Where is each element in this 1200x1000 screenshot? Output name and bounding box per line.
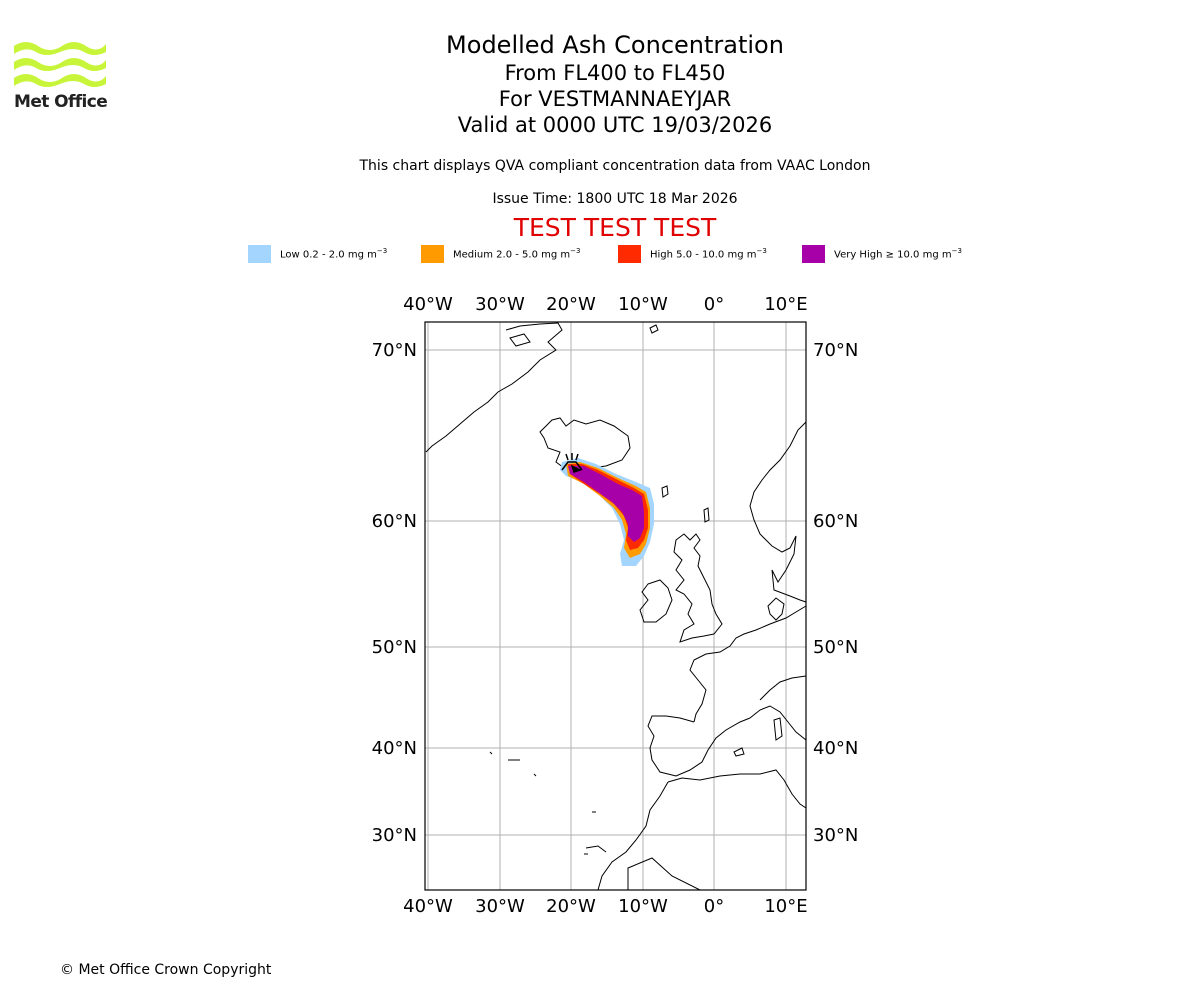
lat-labels-right: 70°N 60°N 50°N 40°N 30°N [813, 340, 858, 846]
legend-swatch-medium [421, 245, 444, 263]
lat-label: 70°N [372, 340, 417, 361]
lon-label: 10°W [618, 294, 668, 315]
met-office-logo-icon [14, 42, 106, 87]
issue-time: Issue Time: 1800 UTC 18 Mar 2026 [492, 191, 738, 207]
lat-label: 50°N [813, 637, 858, 658]
lon-label: 10°E [764, 294, 807, 315]
lat-label: 40°N [372, 738, 417, 759]
logo-text: Met Office [14, 92, 108, 112]
map-gridlines [425, 322, 806, 890]
ash-layer-very-high [568, 466, 644, 542]
title-line-3: For VESTMANNAEYJAR [498, 87, 732, 111]
map-frame [424, 321, 807, 891]
legend-swatch-very-high [802, 245, 825, 263]
lon-label: 30°W [475, 896, 525, 917]
lat-label: 30°N [813, 825, 858, 846]
lat-label: 40°N [813, 738, 858, 759]
lon-label: 10°W [618, 896, 668, 917]
lon-label: 0° [704, 294, 724, 315]
ash-plume [560, 458, 654, 566]
title-line-2: From FL400 to FL450 [504, 61, 726, 85]
lon-label: 10°E [764, 896, 807, 917]
lat-label: 30°N [372, 825, 417, 846]
legend-item-medium: Medium 2.0 - 5.0 mg m−3 [421, 244, 580, 264]
chart-title: Modelled Ash Concentration From FL400 to… [315, 30, 915, 138]
lon-label: 20°W [546, 294, 596, 315]
lon-label: 20°W [546, 896, 596, 917]
legend-label-low: Low 0.2 - 2.0 mg m−3 [280, 247, 388, 261]
legend-label-high: High 5.0 - 10.0 mg m−3 [650, 247, 767, 261]
lat-label: 70°N [813, 340, 858, 361]
lon-label: 0° [704, 896, 724, 917]
legend-label-very-high: Very High ≥ 10.0 mg m−3 [834, 247, 962, 261]
lat-label: 60°N [813, 511, 858, 532]
lon-labels-bottom: 40°W 30°W 20°W 10°W 0° 10°E [403, 896, 807, 917]
copyright: © Met Office Crown Copyright [60, 962, 272, 978]
test-banner: TEST TEST TEST [513, 213, 717, 242]
lat-label: 60°N [372, 511, 417, 532]
lat-labels-left: 70°N 60°N 50°N 40°N 30°N [372, 340, 417, 846]
legend-item-low: Low 0.2 - 2.0 mg m−3 [248, 244, 387, 264]
title-line-4: Valid at 0000 UTC 19/03/2026 [457, 113, 773, 137]
coastlines [425, 322, 807, 891]
title-line-1: Modelled Ash Concentration [446, 31, 784, 59]
chart-description: This chart displays QVA compliant concen… [359, 158, 871, 174]
volcano-marker-icon [561, 453, 583, 473]
lon-label: 40°W [403, 896, 453, 917]
legend-item-very-high: Very High ≥ 10.0 mg m−3 [802, 244, 962, 264]
legend-item-high: High 5.0 - 10.0 mg m−3 [618, 244, 767, 264]
legend-label-medium: Medium 2.0 - 5.0 mg m−3 [453, 247, 581, 261]
lon-label: 30°W [475, 294, 525, 315]
lon-label: 40°W [403, 294, 453, 315]
lon-labels-top: 40°W 30°W 20°W 10°W 0° 10°E [403, 294, 807, 315]
legend-swatch-low [248, 245, 271, 263]
legend-swatch-high [618, 245, 641, 263]
lat-label: 50°N [372, 637, 417, 658]
